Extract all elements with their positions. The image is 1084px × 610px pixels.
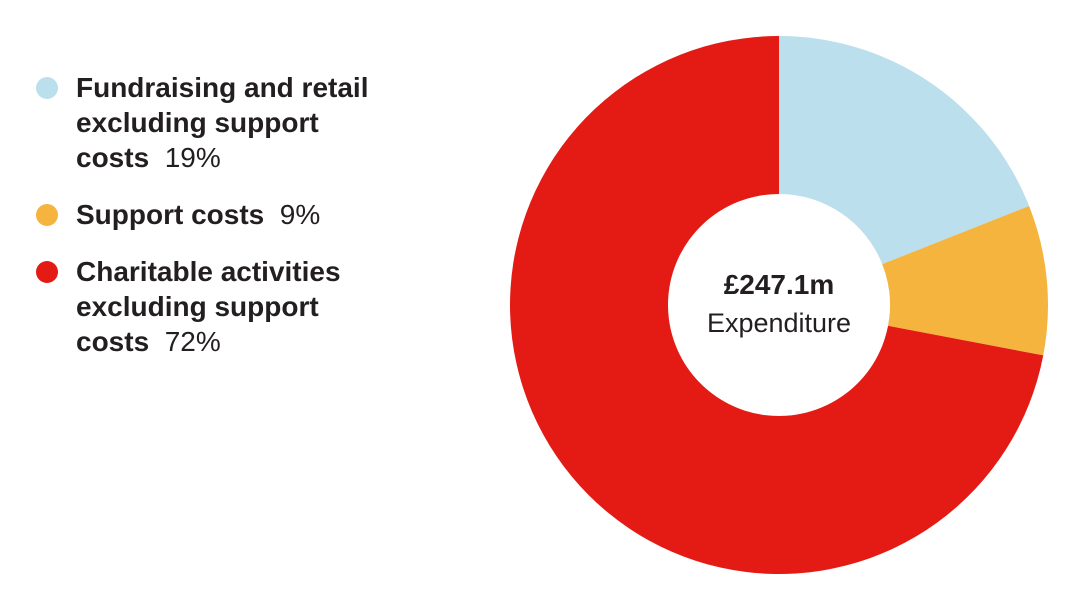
legend-swatch-charitable — [36, 261, 58, 283]
legend-value-charitable: 72% — [156, 326, 221, 357]
legend-label-charitable: Charitable activities excluding support … — [76, 256, 341, 357]
legend-item-support: Support costs 9% — [36, 197, 396, 232]
legend-label-fundraising: Fundraising and retail excluding support… — [76, 72, 369, 173]
center-total-amount: £247.1m — [724, 269, 835, 300]
legend-swatch-support — [36, 204, 58, 226]
legend-swatch-fundraising — [36, 77, 58, 99]
legend-item-fundraising: Fundraising and retail excluding support… — [36, 70, 396, 175]
donut-chart-svg: £247.1m Expenditure — [509, 36, 1048, 574]
slice-fundraising — [779, 36, 1030, 265]
legend-label-support: Support costs — [76, 199, 265, 230]
legend-value-support: 9% — [272, 199, 321, 230]
chart-legend: Fundraising and retail excluding support… — [36, 70, 396, 381]
donut-slices — [509, 36, 1048, 574]
legend-item-charitable: Charitable activities excluding support … — [36, 254, 396, 359]
slice-charitable-activities — [509, 36, 1044, 574]
donut-chart: £247.1m Expenditure — [508, 34, 1050, 576]
legend-value-fundraising: 19% — [156, 142, 221, 173]
slice-support-costs — [882, 205, 1048, 356]
center-caption: Expenditure — [707, 308, 851, 338]
